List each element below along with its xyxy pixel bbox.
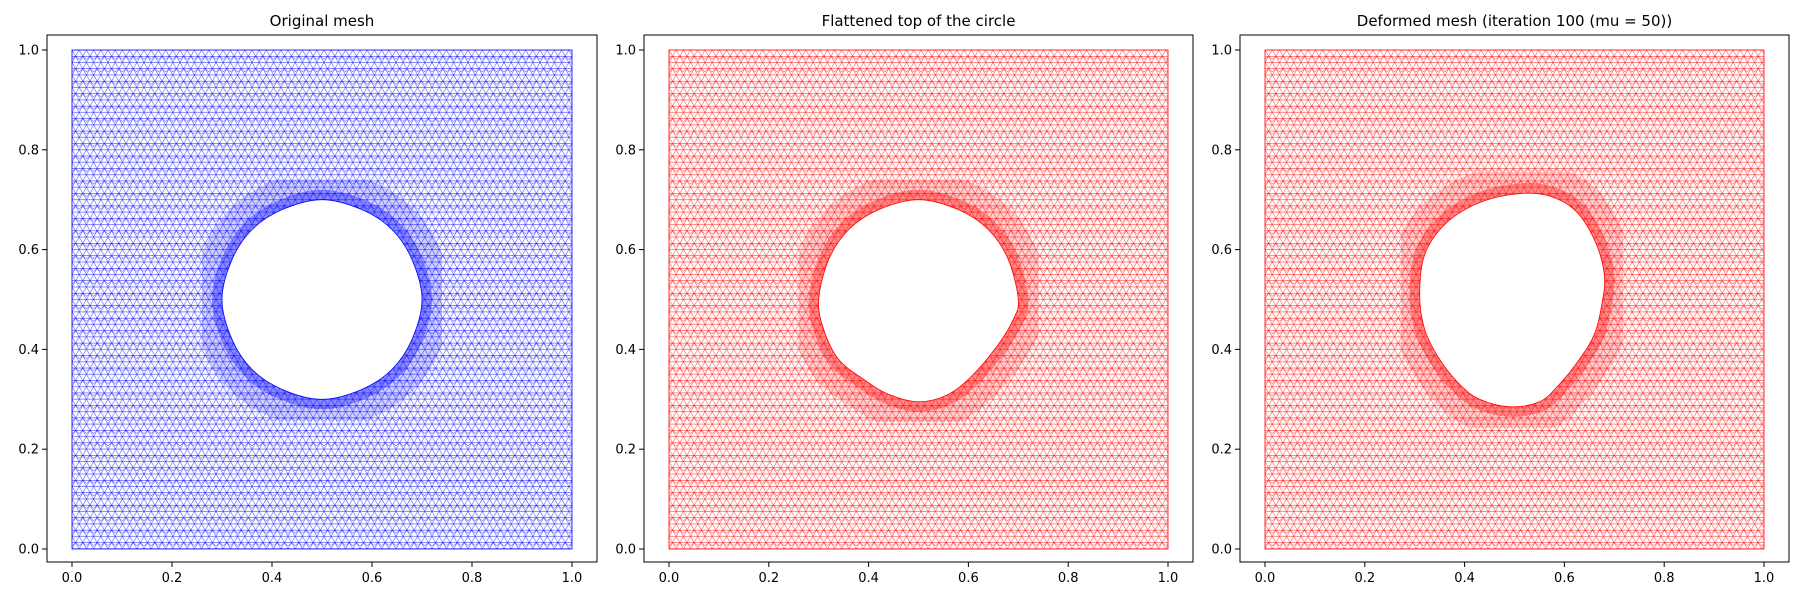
x-tick-label: 1.0 (1754, 571, 1775, 586)
y-tick-label: 0.2 (18, 443, 39, 458)
mesh-panels: 0.0 0.2 0.4 0.6 0.8 1.0 0.0 0.2 0.4 0.6 0.8 1.0 Orig… (18, 12, 1790, 586)
y-tick-label: 1.0 (18, 44, 39, 59)
x-tick-label: 0.2 (758, 571, 779, 586)
y-tick-label: 1.0 (615, 44, 636, 59)
y-tick-label: 0.6 (615, 243, 636, 258)
panel-title: Deformed mesh (iteration 100 (mu = 50)) (1357, 12, 1672, 30)
axes-frame (46, 34, 598, 563)
x-tick-label: 0.6 (362, 571, 383, 586)
x-tick-label: 0.8 (1058, 571, 1079, 586)
domain-boundary (71, 49, 573, 550)
hole-boundary (818, 199, 1019, 403)
panel-title: Original mesh (270, 12, 375, 30)
x-tick-label: 0.2 (1354, 571, 1375, 586)
x-tick-label: 0.4 (1454, 571, 1475, 586)
y-tick-label: 0.8 (1211, 143, 1232, 158)
x-tick-label: 0.8 (462, 571, 483, 586)
x-tick-label: 0.4 (858, 571, 879, 586)
mesh-area (72, 50, 572, 549)
y-tick-label: 0.2 (615, 443, 636, 458)
hole-boundary (221, 199, 423, 400)
y-tick-label: 0.4 (18, 343, 39, 358)
x-tick-label: 0.0 (659, 571, 680, 586)
x-tick-label: 1.0 (562, 571, 583, 586)
mesh-area (1265, 50, 1764, 549)
mesh-panel-1: 0.0 0.2 0.4 0.6 0.8 1.0 0.0 0.2 0.4 0.6 0.8 1.0 Orig… (18, 12, 598, 586)
y-tick-label: 1.0 (1211, 44, 1232, 59)
mesh-panel-2: 0.0 0.2 0.4 0.6 0.8 1.0 0.0 0.2 0.4 0.6 0.8 1.0 Flat… (615, 12, 1194, 586)
y-tick-label: 0.8 (18, 143, 39, 158)
y-tick-label: 0.6 (1211, 243, 1232, 258)
y-tick-label: 0.0 (18, 543, 39, 558)
x-tick-label: 0.0 (1255, 571, 1276, 586)
panel-title: Flattened top of the circle (822, 12, 1016, 30)
x-tick-label: 0.0 (62, 571, 83, 586)
mesh-area (669, 50, 1168, 549)
axes-frame (643, 34, 1194, 563)
x-tick-label: 0.2 (162, 571, 183, 586)
mesh-panel-3: 0.0 0.2 0.4 0.6 0.8 1.0 0.0 0.2 0.4 0.6 0.8 1.0 Defo… (1211, 12, 1790, 586)
y-tick-label: 0.2 (1211, 443, 1232, 458)
x-tick-label: 1.0 (1158, 571, 1179, 586)
y-tick-label: 0.4 (615, 343, 636, 358)
y-tick-label: 0.0 (615, 543, 636, 558)
x-tick-label: 0.8 (1654, 571, 1675, 586)
domain-boundary (1264, 49, 1765, 550)
x-tick-label: 0.6 (958, 571, 979, 586)
hole-boundary (1419, 192, 1606, 408)
y-tick-label: 0.6 (18, 243, 39, 258)
y-tick-label: 0.4 (1211, 343, 1232, 358)
x-tick-label: 0.6 (1554, 571, 1575, 586)
y-tick-label: 0.8 (615, 143, 636, 158)
domain-boundary (668, 49, 1169, 550)
x-tick-label: 0.4 (262, 571, 283, 586)
axes-frame (1239, 34, 1790, 563)
y-tick-label: 0.0 (1211, 543, 1232, 558)
